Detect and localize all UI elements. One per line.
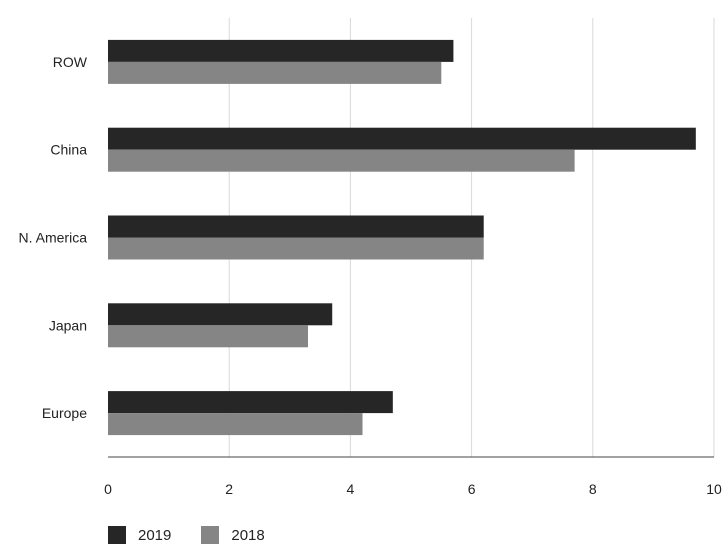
legend: 2019 2018 [108,526,295,544]
bar-japan-2019 [108,303,333,326]
category-label-china: China [50,142,87,158]
bar-europe-2018 [108,413,363,436]
legend-swatch-2018 [201,526,220,544]
category-label-japan: Japan [49,317,87,333]
legend-swatch-2019 [108,526,126,544]
x-tick-label-4: 4 [347,481,355,497]
category-labels: ROW China N. America Japan Europe [19,54,88,421]
x-tick-label-6: 6 [468,481,476,497]
x-tick-label-8: 8 [589,481,597,497]
legend-item-2019: 2019 [108,526,171,544]
legend-label-2018: 2018 [231,526,265,544]
bar-row-2018 [108,61,442,84]
x-tick-labels: 0 2 4 6 8 10 [104,481,722,497]
bar-n-america-2019 [108,215,484,238]
bar-n-america-2018 [108,237,484,260]
bar-row-2019 [108,39,454,62]
category-label-europe: Europe [42,405,87,421]
bar-china-2019 [108,127,696,150]
bar-japan-2018 [108,325,308,348]
bars [108,39,696,436]
category-label-n-america: N. America [19,230,88,246]
bar-chart: ROW China N. America Japan Europe 0 2 4 6 8 10 [19,18,722,497]
x-tick-label-10: 10 [706,481,722,497]
bar-europe-2019 [108,391,393,414]
legend-item-2018: 2018 [201,526,265,544]
x-tick-label-0: 0 [104,481,112,497]
legend-label-2019: 2019 [138,526,172,544]
x-tick-label-2: 2 [225,481,233,497]
category-label-row: ROW [53,54,88,70]
bar-china-2018 [108,149,575,172]
